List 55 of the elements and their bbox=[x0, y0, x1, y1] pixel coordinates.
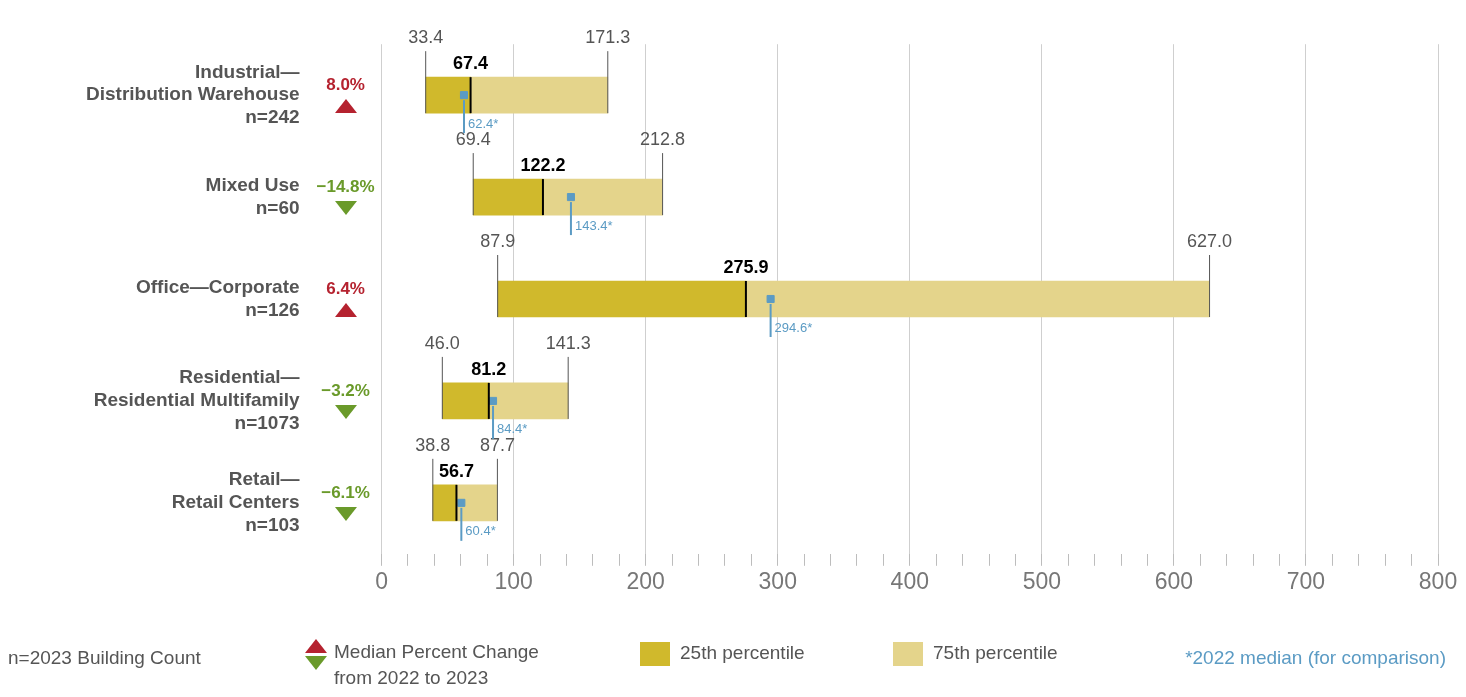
annotation: 141.3 bbox=[545, 332, 591, 353]
x-tick-label: 800 bbox=[1418, 567, 1458, 594]
x-tick-label: 100 bbox=[494, 567, 533, 594]
data-label: 62.4* bbox=[467, 115, 499, 131]
bar bbox=[470, 76, 609, 114]
text: Median Percent Change from 2022 to 2023 bbox=[334, 640, 540, 690]
text: −14.8% bbox=[316, 176, 375, 196]
legend-label: 75th percentile bbox=[933, 642, 1058, 664]
bar bbox=[745, 280, 1210, 318]
x-tick-label: 300 bbox=[758, 567, 797, 594]
annotation: 69.4 bbox=[455, 129, 491, 150]
data-label: 60.4* bbox=[465, 523, 496, 539]
annotation: 46.0 bbox=[424, 332, 460, 353]
annotation: 627.0 bbox=[1187, 230, 1233, 251]
x-tick-label: 500 bbox=[1022, 567, 1062, 594]
annotation: 87.7 bbox=[479, 434, 515, 455]
annotation: 38.8 bbox=[415, 434, 451, 455]
y-tick-label: Residential— Residential Multifamily n=1073 bbox=[93, 366, 301, 433]
bar bbox=[472, 178, 544, 216]
bar bbox=[442, 382, 490, 420]
text: n=2023 Building Count bbox=[8, 647, 201, 669]
annotation: 87.9 bbox=[480, 230, 516, 251]
y-tick-label: Office—Corporate n=126 bbox=[135, 275, 300, 320]
bar bbox=[542, 178, 663, 216]
x-tick-label: 0 bbox=[375, 567, 388, 594]
annotation: 122.2 bbox=[520, 155, 566, 176]
annotation: 275.9 bbox=[723, 256, 769, 277]
bar bbox=[488, 382, 569, 420]
legend-label: 25th percentile bbox=[680, 642, 805, 664]
y-tick-label: Industrial— Distribution Warehouse n=242 bbox=[85, 60, 300, 128]
y-tick-label: Retail— Retail Centers n=103 bbox=[171, 468, 300, 535]
x-tick-label: 600 bbox=[1154, 567, 1194, 594]
y-tick-label: Mixed Use n=60 bbox=[205, 173, 300, 218]
data-label: 84.4* bbox=[497, 421, 528, 437]
annotation: 81.2 bbox=[471, 358, 507, 379]
annotation: 33.4 bbox=[408, 27, 444, 48]
bar bbox=[497, 280, 747, 318]
annotation: 56.7 bbox=[438, 460, 474, 481]
point bbox=[766, 294, 775, 304]
x-tick-label: 200 bbox=[626, 567, 665, 594]
point bbox=[566, 193, 575, 202]
x-tick-label: 400 bbox=[890, 567, 929, 594]
data-label: 294.6* bbox=[774, 319, 813, 335]
text: 8.0% bbox=[326, 74, 365, 94]
annotation: 212.8 bbox=[640, 129, 686, 150]
data-label: 143.4* bbox=[574, 217, 613, 233]
point bbox=[459, 91, 469, 100]
text: 6.4% bbox=[326, 278, 365, 298]
annotation: 171.3 bbox=[585, 27, 631, 48]
text: *2022 median (for comparison) bbox=[1185, 647, 1446, 669]
x-tick-label: 700 bbox=[1286, 567, 1326, 594]
point bbox=[457, 498, 466, 507]
text: −6.1% bbox=[321, 482, 370, 502]
text: −3.2% bbox=[321, 380, 370, 400]
annotation: 67.4 bbox=[453, 53, 489, 74]
